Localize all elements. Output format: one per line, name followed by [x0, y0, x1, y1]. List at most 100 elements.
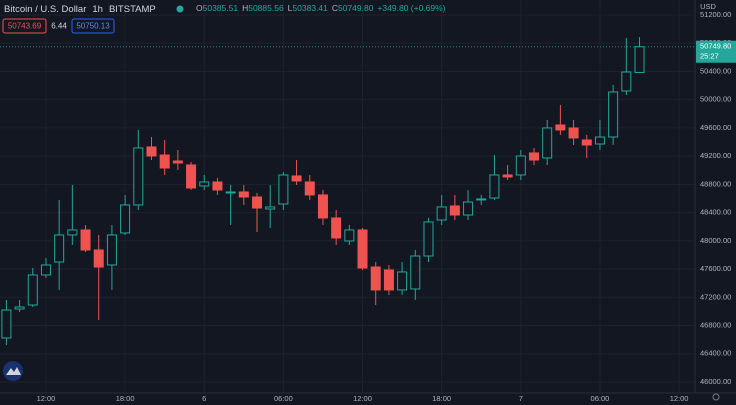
candle-body [594, 136, 605, 145]
candle-body [383, 269, 394, 291]
candle-body [146, 146, 157, 157]
change: +349.80 (+0.69%) [377, 3, 445, 13]
y-tick-label: 49200.00 [700, 151, 731, 160]
x-tick-label: 12:00 [37, 394, 56, 403]
candle-body [212, 181, 223, 191]
candle-body [93, 249, 104, 268]
logo-icon[interactable] [6, 367, 21, 375]
candle-body [252, 196, 263, 209]
ohlc-key: L [288, 3, 293, 13]
candle-body [463, 201, 474, 216]
candle-body [304, 181, 315, 196]
y-tick-label: 47600.00 [700, 264, 731, 273]
candle-body [80, 229, 91, 251]
ohlc: O50385.51 H50885.56 L50383.41 C50749.80 +349… [196, 3, 446, 13]
countdown: 25:27 [700, 52, 719, 61]
candle-body [344, 229, 355, 242]
market-status[interactable] [176, 5, 184, 13]
last-price-tag [696, 40, 736, 63]
y-tick-label: 46000.00 [700, 377, 731, 386]
sell-button[interactable] [2, 18, 47, 34]
x-tick-label: 18:00 [116, 394, 135, 403]
candle-body [291, 175, 302, 182]
candles [1, 37, 645, 346]
y-tick-label: 48800.00 [700, 179, 731, 188]
settings-icon[interactable] [712, 393, 720, 401]
candle-body [581, 139, 592, 146]
exchange: BITSTAMP [109, 4, 156, 15]
candle-body [502, 174, 513, 178]
candle-body [14, 306, 25, 310]
y-tick-label: 49600.00 [700, 123, 731, 132]
spread: 6.44 [51, 22, 67, 31]
candle-body [199, 181, 210, 187]
y-tick-label: 51200.00 [700, 10, 731, 19]
y-tick-label: 46800.00 [700, 321, 731, 330]
candle-body [265, 206, 276, 210]
candle-body [27, 274, 38, 306]
y-tick-label: 50400.00 [700, 66, 731, 75]
candle-body [54, 234, 65, 263]
logo[interactable] [3, 361, 23, 381]
buy-button[interactable] [71, 18, 115, 34]
x-tick-label: 06:00 [274, 394, 293, 403]
candle-body [608, 91, 619, 138]
candle-body [67, 229, 78, 236]
x-tick-label: 18:00 [432, 394, 451, 403]
candle-body [621, 71, 632, 92]
ohlc-key: H [242, 3, 248, 13]
x-tick-label: 12:00 [353, 394, 372, 403]
candle-body [436, 206, 447, 221]
candle-body [225, 191, 236, 194]
candle-body [186, 164, 197, 189]
y-tick-label: 50000.00 [700, 95, 731, 104]
y-axis-label: USD [700, 2, 716, 11]
candle-body [370, 266, 381, 291]
candle-body [555, 124, 566, 131]
x-tick-label: 12:00 [670, 394, 689, 403]
candle-body [634, 46, 645, 73]
ohlc-value: 50383.41 [292, 3, 328, 13]
candle-body [449, 205, 460, 216]
x-tick-label: 06:00 [591, 394, 610, 403]
last-price-label: 50749.80 [700, 42, 731, 51]
candle-body [476, 198, 487, 201]
candle-body [357, 229, 368, 269]
y-tick-label: 46400.00 [700, 349, 731, 358]
candle-body [278, 174, 289, 205]
symbol: Bitcoin / U.S. Dollar [4, 4, 86, 15]
candle-body [120, 204, 131, 234]
y-tick-label: 48400.00 [700, 208, 731, 217]
candle-body [159, 154, 170, 169]
x-tick-label: 7 [519, 394, 523, 403]
settings[interactable] [712, 393, 720, 401]
candle-body [542, 127, 553, 159]
candle-body [1, 309, 12, 339]
candle-body [133, 147, 144, 206]
ohlc-key: O [196, 3, 203, 13]
candle-body [423, 221, 434, 257]
sell-price[interactable]: 50743.69 [8, 22, 42, 31]
ohlc-value: 50749.80 [338, 3, 374, 13]
ohlc-value: 50885.56 [248, 3, 284, 13]
candle-body [106, 234, 117, 266]
ohlc-value: 50385.51 [203, 3, 239, 13]
candle-body [489, 174, 500, 199]
interval: 1h [92, 4, 103, 15]
ohlc-key: C [332, 3, 338, 13]
candle-body [515, 155, 526, 176]
candle-body [331, 217, 342, 239]
candle-body [568, 127, 579, 139]
candle-body [317, 194, 328, 219]
x-tick-label: 6 [202, 394, 206, 403]
y-tick-label: 47200.00 [700, 292, 731, 301]
candle-body [172, 160, 183, 164]
legend: Bitcoin / U.S. Dollar 1h BITSTAMP O50385.5… [2, 3, 446, 34]
candle-body [40, 264, 51, 276]
candle-body [397, 271, 408, 291]
buy-price[interactable]: 50750.13 [76, 22, 110, 31]
candle-body [529, 152, 539, 161]
y-tick-label: 48000.00 [700, 236, 731, 245]
